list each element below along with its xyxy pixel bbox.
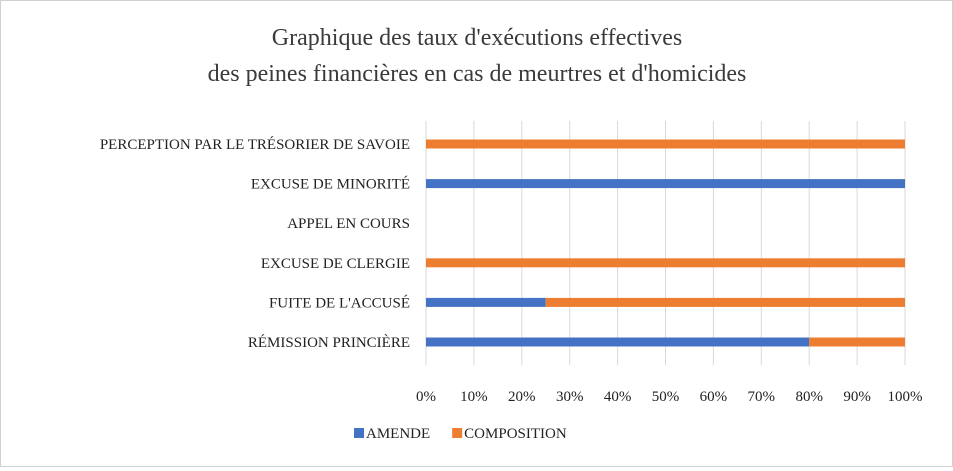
x-tick-label: 30%	[556, 389, 584, 405]
bar-amende	[426, 179, 905, 189]
category-label: EXCUSE DE MINORITÉ	[251, 176, 410, 193]
x-tick-label: 100%	[888, 389, 923, 405]
x-tick-label: 10%	[460, 389, 488, 405]
x-tick-label: 90%	[843, 389, 871, 405]
legend-label: COMPOSITION	[464, 426, 567, 442]
x-tick-label: 70%	[748, 389, 776, 405]
chart-title-line-2: des peines financières en cas de meurtre…	[208, 61, 747, 87]
bar-amende	[426, 297, 546, 307]
x-tick-labels: 0% 10% 20% 30% 40% 50% 60% 70% 80% 90% 100%	[416, 389, 923, 405]
x-tick-label: 80%	[795, 389, 823, 405]
category-label: APPEL EN COURS	[287, 216, 410, 232]
legend-swatch	[452, 428, 463, 438]
bar-composition	[426, 258, 905, 268]
legend-swatch	[354, 428, 364, 438]
legend: AMENDE COMPOSITION	[354, 426, 567, 442]
bar-composition	[545, 297, 905, 307]
x-tick-label: 20%	[508, 389, 536, 405]
legend-label: AMENDE	[366, 426, 430, 442]
category-label: FUITE DE L'ACCUSÉ	[269, 294, 410, 311]
bars	[426, 139, 905, 347]
x-tick-label: 0%	[416, 389, 436, 405]
x-tick-label: 40%	[604, 389, 632, 405]
category-label: EXCUSE DE CLERGIE	[261, 256, 410, 272]
category-label: RÉMISSION PRINCIÈRE	[248, 334, 410, 351]
bar-composition	[809, 337, 905, 347]
category-label: PERCEPTION PAR LE TRÉSORIER DE SAVOIE	[100, 136, 410, 153]
category-labels: PERCEPTION PAR LE TRÉSORIER DE SAVOIE EXC…	[100, 136, 410, 351]
bar-composition	[426, 139, 905, 149]
x-tick-label: 60%	[700, 389, 728, 405]
x-tick-label: 50%	[652, 389, 680, 405]
bar-amende	[426, 337, 810, 347]
gridlines	[425, 121, 906, 365]
chart-title-line-1: Graphique des taux d'exécutions effectiv…	[272, 25, 682, 51]
